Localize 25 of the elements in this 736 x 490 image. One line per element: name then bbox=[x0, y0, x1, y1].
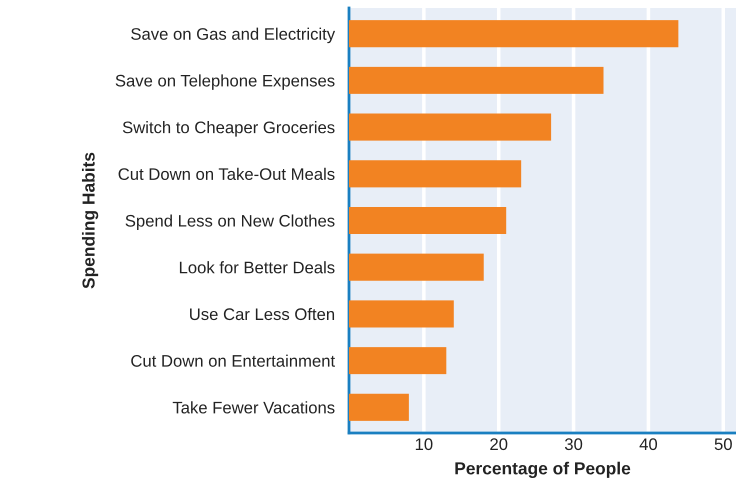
x-tick-label: 30 bbox=[564, 438, 582, 450]
bar bbox=[349, 300, 454, 328]
bar bbox=[349, 66, 604, 94]
y-tick-label: Cut Down on Entertainment bbox=[131, 354, 335, 367]
bar bbox=[349, 254, 484, 281]
x-tick-label: 40 bbox=[640, 438, 658, 450]
x-tick-label: 50 bbox=[714, 438, 732, 450]
y-tick-label: Look for Better Deals bbox=[180, 261, 335, 274]
bar bbox=[349, 160, 522, 188]
bar bbox=[349, 347, 446, 374]
bar bbox=[349, 394, 409, 421]
y-tick-label: Save on Gas and Electricity bbox=[131, 28, 336, 44]
y-tick-label: Take Fewer Vacations bbox=[172, 401, 335, 414]
y-tick-label: Use Car Less Often bbox=[190, 308, 334, 320]
x-tick-label: 20 bbox=[490, 438, 508, 450]
x-axis-title: Percentage of People bbox=[455, 462, 630, 478]
y-tick-label: Cut Down on Take-Out Meals bbox=[118, 168, 335, 180]
y-tick-label: Save on Telephone Expenses bbox=[116, 74, 335, 90]
bar bbox=[349, 206, 506, 234]
bar bbox=[349, 20, 678, 48]
y-tick-label: Switch to Cheaper Groceries bbox=[122, 121, 335, 137]
x-tick-label: 10 bbox=[416, 438, 432, 450]
y-tick-label: Spend Less on New Clothes bbox=[126, 214, 335, 230]
y-axis-title: Spending Habits bbox=[82, 152, 98, 288]
bar bbox=[349, 114, 552, 141]
